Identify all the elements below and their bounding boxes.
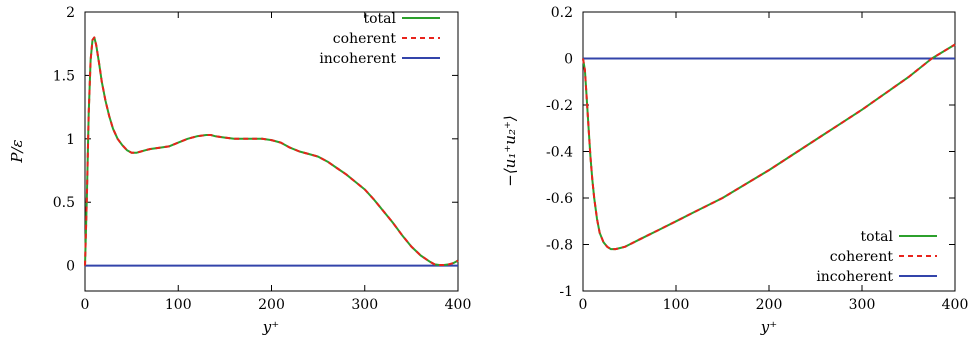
x-axis-label: y⁺ (262, 318, 279, 336)
x-tick-label: 0 (579, 297, 588, 313)
x-tick-label: 0 (81, 297, 90, 313)
y-tick-label: -0.4 (546, 145, 573, 161)
y-tick-label: -0.8 (546, 238, 573, 254)
legend-label-coherent: coherent (830, 249, 894, 265)
chart-production-ratio: 0 100 200 300 400 0 0.5 1 1.5 2 total coherent inco… (8, 5, 471, 336)
axis-ticks: 0 100 200 300 400 -1 -0.8 -0.6 -0.4 -0.2 0 0.2 (546, 5, 968, 313)
y-tick-label: 0.5 (53, 195, 75, 211)
x-tick-label: 400 (942, 297, 969, 313)
x-tick-label: 300 (849, 297, 876, 313)
x-tick-label: 100 (165, 297, 192, 313)
legend-label-incoherent: incoherent (816, 269, 893, 285)
y-tick-label: 1.5 (53, 68, 75, 84)
series-line-coherent (582, 43, 956, 251)
x-tick-label: 100 (663, 297, 690, 313)
series-line-total (582, 43, 956, 251)
legend: total coherent incoherent (319, 11, 440, 67)
x-tick-label: 200 (756, 297, 783, 313)
y-tick-label: 0 (564, 52, 573, 68)
x-axis-label: y⁺ (760, 318, 777, 336)
x-tick-label: 300 (351, 297, 378, 313)
y-tick-label: 2 (66, 5, 75, 21)
y-tick-label: -0.6 (546, 191, 573, 207)
y-axis-label: −⟨u₁⁺u₂⁺⟩ (501, 115, 519, 186)
legend-label-coherent: coherent (333, 31, 397, 47)
legend-label-total: total (363, 11, 396, 27)
y-tick-label: 1 (66, 132, 75, 148)
legend-label-total: total (860, 229, 893, 245)
y-tick-label: -1 (559, 284, 573, 300)
y-axis-label: P/ε (8, 139, 26, 163)
y-tick-label: 0 (66, 259, 75, 275)
plot-series (582, 43, 956, 251)
x-tick-label: 400 (445, 297, 472, 313)
axis-ticks: 0 100 200 300 400 0 0.5 1 1.5 2 (53, 5, 472, 313)
chart-reynolds-stress: 0 100 200 300 400 -1 -0.8 -0.6 -0.4 -0.2 0 0.2 tota… (501, 5, 968, 336)
x-tick-label: 200 (258, 297, 285, 313)
plot-series (84, 36, 459, 267)
y-tick-label: 0.2 (551, 5, 573, 21)
series-line-coherent (84, 36, 459, 266)
plot-frame (582, 11, 956, 292)
y-tick-label: -0.2 (546, 98, 573, 114)
legend: total coherent incoherent (816, 229, 937, 285)
legend-label-incoherent: incoherent (319, 51, 396, 67)
